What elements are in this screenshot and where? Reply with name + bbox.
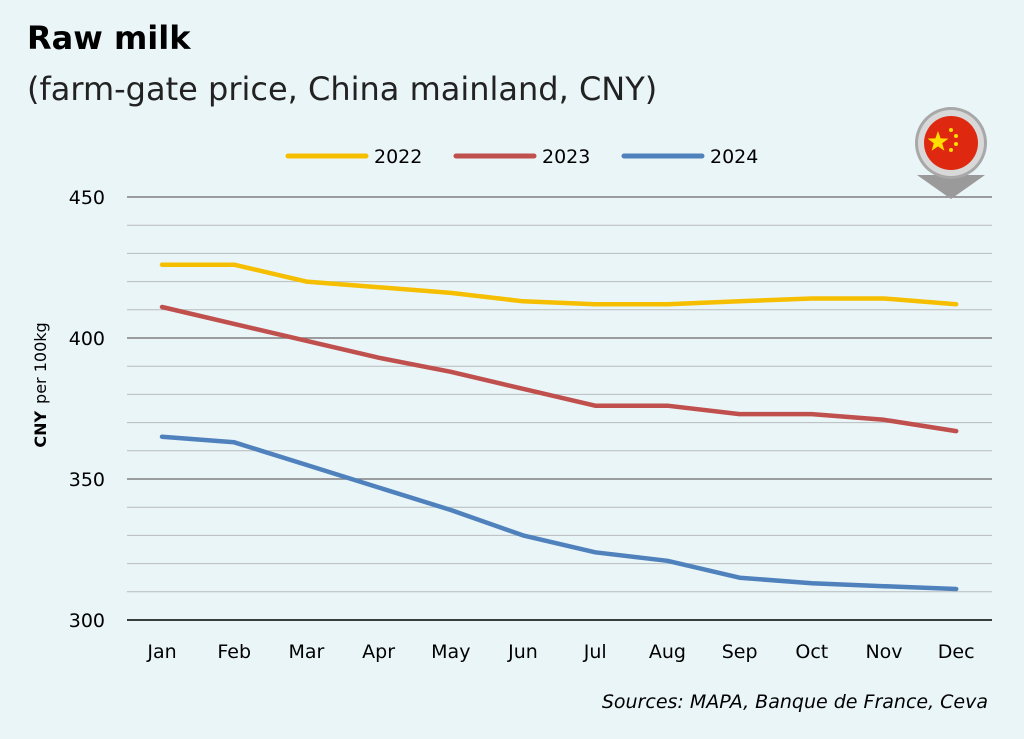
series-line-2024 [159,434,959,592]
x-tick-label: Aug [649,641,686,663]
y-axis-label: CNY per 100kg [31,322,50,447]
x-tick-label: Jun [507,641,538,663]
series-line-2023 [159,304,959,434]
chart-subtitle: (farm-gate price, China mainland, CNY) [27,70,657,108]
y-tick-label: 350 [69,469,105,491]
legend-label-2022: 2022 [374,146,422,168]
series-lines [159,262,959,592]
x-axis-ticks: Jan Feb Mar Apr May Jun Jul Aug Sep Oct Nov Dec [146,641,974,663]
y-axis-label-unit: CNY [31,411,50,448]
legend-label-2024: 2024 [710,146,758,168]
x-tick-label: May [431,641,470,663]
y-tick-label: 300 [69,610,105,632]
grid [127,196,992,621]
legend-label-2023: 2023 [542,146,590,168]
y-axis-label-rest: per 100kg [31,322,50,404]
x-tick-label: Nov [865,641,902,663]
china-flag-map-pin-icon [915,107,987,199]
legend: 2022 2023 2024 [285,146,758,168]
y-tick-label: 400 [69,328,105,350]
x-tick-label: Jan [146,641,176,663]
x-tick-label: Jul [583,641,607,663]
x-tick-label: Oct [795,641,828,663]
chart-title: Raw milk [27,19,191,57]
x-tick-label: Mar [288,641,324,663]
series-line-2022 [159,262,959,307]
y-tick-label: 450 [69,187,105,209]
y-axis-ticks: 300 350 400 450 [69,187,105,632]
x-tick-label: Feb [217,641,251,663]
source-note: Sources: MAPA, Banque de France, Ceva [602,691,988,713]
x-tick-label: Dec [938,641,975,663]
x-tick-label: Sep [722,641,758,663]
x-tick-label: Apr [362,641,395,663]
